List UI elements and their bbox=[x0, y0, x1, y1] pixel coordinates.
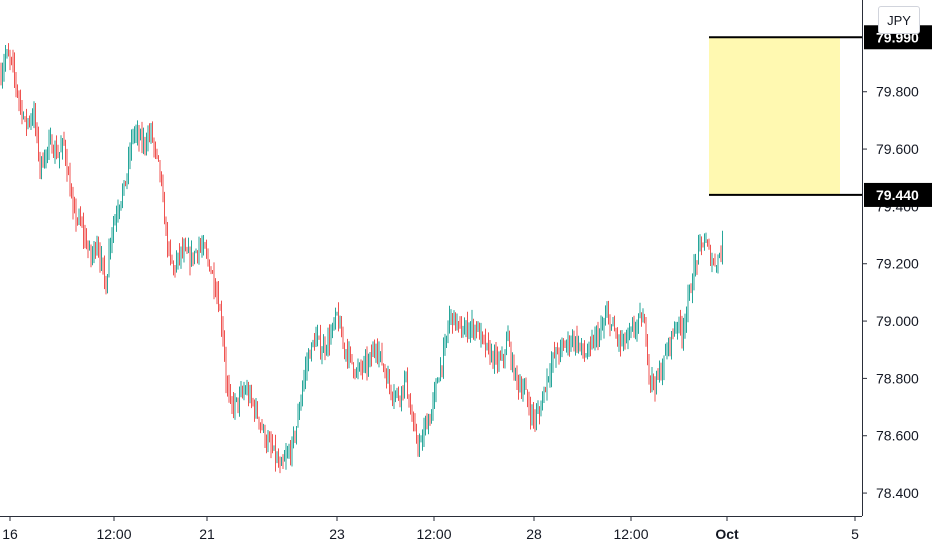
level-price-label: 79.440 bbox=[876, 187, 919, 203]
time-tick-label: Oct bbox=[715, 526, 739, 542]
time-tick-label: 12:00 bbox=[96, 526, 131, 542]
candlestick-series bbox=[0, 43, 723, 474]
time-tick-label: 23 bbox=[329, 526, 345, 542]
time-tick-label: 12:00 bbox=[416, 526, 451, 542]
price-tick-label: 79.600 bbox=[876, 141, 919, 157]
time-tick-label: 16 bbox=[2, 526, 18, 542]
price-axis[interactable]: 79.800 79.600 79.200 79.000 78.800 78.600 78.4… bbox=[862, 84, 919, 501]
currency-label[interactable]: JPY bbox=[878, 6, 920, 34]
price-tick-label: 78.400 bbox=[876, 485, 919, 501]
price-tick-label: 78.600 bbox=[876, 428, 919, 444]
level-price-tag bbox=[864, 182, 932, 207]
time-tick-label: 28 bbox=[526, 526, 542, 542]
price-tick-label: 79.000 bbox=[876, 313, 919, 329]
time-tick-label: 12:00 bbox=[613, 526, 648, 542]
price-zone-rectangle[interactable] bbox=[709, 37, 840, 195]
time-tick-label: 5 bbox=[851, 526, 859, 542]
price-tick-label: 79.800 bbox=[876, 84, 919, 100]
time-axis[interactable]: 16 12:00 21 23 12:00 28 12:00 Oct 5 bbox=[2, 516, 859, 542]
time-tick-label: 21 bbox=[199, 526, 215, 542]
price-tick-label: 78.800 bbox=[876, 370, 919, 386]
price-tick-label: 79.200 bbox=[876, 256, 919, 272]
